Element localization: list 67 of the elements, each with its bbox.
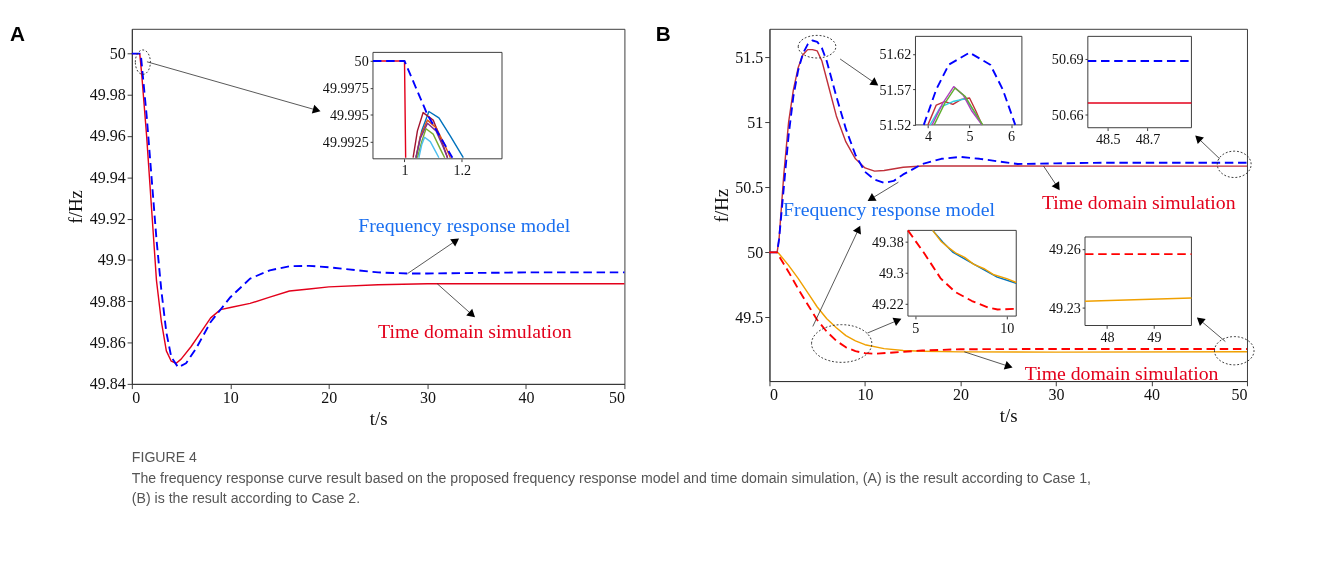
- y-tick-label: 50: [354, 53, 369, 70]
- y-tick-label: 49.96: [89, 127, 126, 145]
- x-axis-title: t/s: [999, 405, 1018, 427]
- y-tick-label: 50.69: [1051, 50, 1084, 67]
- y-tick-label: 49.92: [89, 209, 126, 227]
- y-tick-label: 50.66: [1051, 106, 1084, 123]
- annotation: Time domain simulation: [1041, 191, 1236, 214]
- y-tick-label: 51.52: [879, 117, 912, 134]
- y-tick-label: 50: [747, 243, 764, 261]
- x-tick-label: 40: [1143, 386, 1160, 404]
- x-tick-label: 5: [912, 319, 920, 336]
- y-tick-label: 49.9975: [322, 80, 369, 97]
- x-tick-label: 48.7: [1135, 131, 1161, 148]
- chart-title: B: [655, 22, 671, 46]
- y-tick-label: 49.94: [89, 168, 126, 186]
- y-tick-label: 51.5: [735, 48, 764, 66]
- y-axis-title: f/Hz: [710, 188, 732, 223]
- line-series: [922, 51, 1017, 126]
- y-tick-label: 49.995: [329, 106, 369, 123]
- y-tick-label: 49.3: [879, 265, 904, 282]
- annotation: Frequency response model: [783, 198, 996, 221]
- x-tick-label: 20: [952, 386, 969, 404]
- annotation: Frequency response model: [358, 214, 571, 237]
- text: FIGURE 4: [131, 449, 198, 466]
- y-tick-label: 49.9: [97, 251, 126, 269]
- y-axis-title: f/Hz: [65, 190, 87, 224]
- y-tick-label: 49.5: [735, 308, 764, 326]
- y-tick-label: 49.84: [89, 375, 126, 393]
- line-series: [418, 136, 440, 159]
- x-tick-label: 1: [401, 162, 409, 179]
- y-tick-label: 51: [747, 113, 764, 131]
- x-tick-label: 5: [966, 128, 974, 145]
- y-tick-label: 49.98: [89, 86, 126, 104]
- y-tick-label: 49.9925: [322, 133, 369, 150]
- y-tick-label: 49.23: [1049, 299, 1081, 316]
- x-tick-label: 30: [419, 389, 436, 407]
- x-tick-label: 10: [857, 386, 874, 404]
- x-tick-label: 20: [321, 389, 338, 407]
- y-tick-label: 51.57: [879, 81, 912, 98]
- x-tick-label: 10: [1000, 319, 1015, 336]
- x-tick-label: 49: [1147, 328, 1162, 345]
- y-tick-label: 50.5: [735, 178, 764, 196]
- x-tick-label: 0: [769, 386, 778, 404]
- annotation: Time domain simulation: [1024, 362, 1219, 385]
- y-tick-label: 50: [109, 44, 126, 62]
- x-tick-label: 30: [1048, 386, 1065, 404]
- y-tick-label: 51.62: [879, 46, 912, 63]
- x-tick-label: 48: [1100, 328, 1115, 345]
- x-tick-label: 10: [222, 389, 239, 407]
- annotation: Time domain simulation: [378, 320, 572, 343]
- y-tick-label: 49.26: [1049, 240, 1081, 257]
- x-tick-label: 40: [518, 389, 535, 407]
- y-tick-label: 49.22: [871, 295, 904, 312]
- x-tick-label: 4: [924, 128, 932, 145]
- x-tick-label: 48.5: [1095, 131, 1121, 148]
- chart-title: A: [10, 22, 26, 46]
- x-tick-label: 6: [1008, 128, 1016, 145]
- x-tick-label: 1.2: [453, 162, 472, 179]
- line-series: [931, 229, 1017, 284]
- x-axis-title: t/s: [369, 407, 388, 429]
- y-tick-label: 49.86: [89, 333, 126, 351]
- y-tick-label: 49.88: [89, 292, 126, 310]
- x-tick-label: 50: [608, 389, 625, 407]
- text: The frequency response curve result based on the proposed frequency response model and time domain simulation, (A) is the result according to Case 1, (B) is the result according to Case 2.: [131, 469, 1092, 506]
- x-tick-label: 50: [1231, 386, 1248, 404]
- x-tick-label: 0: [132, 389, 141, 407]
- y-tick-label: 49.38: [871, 234, 904, 251]
